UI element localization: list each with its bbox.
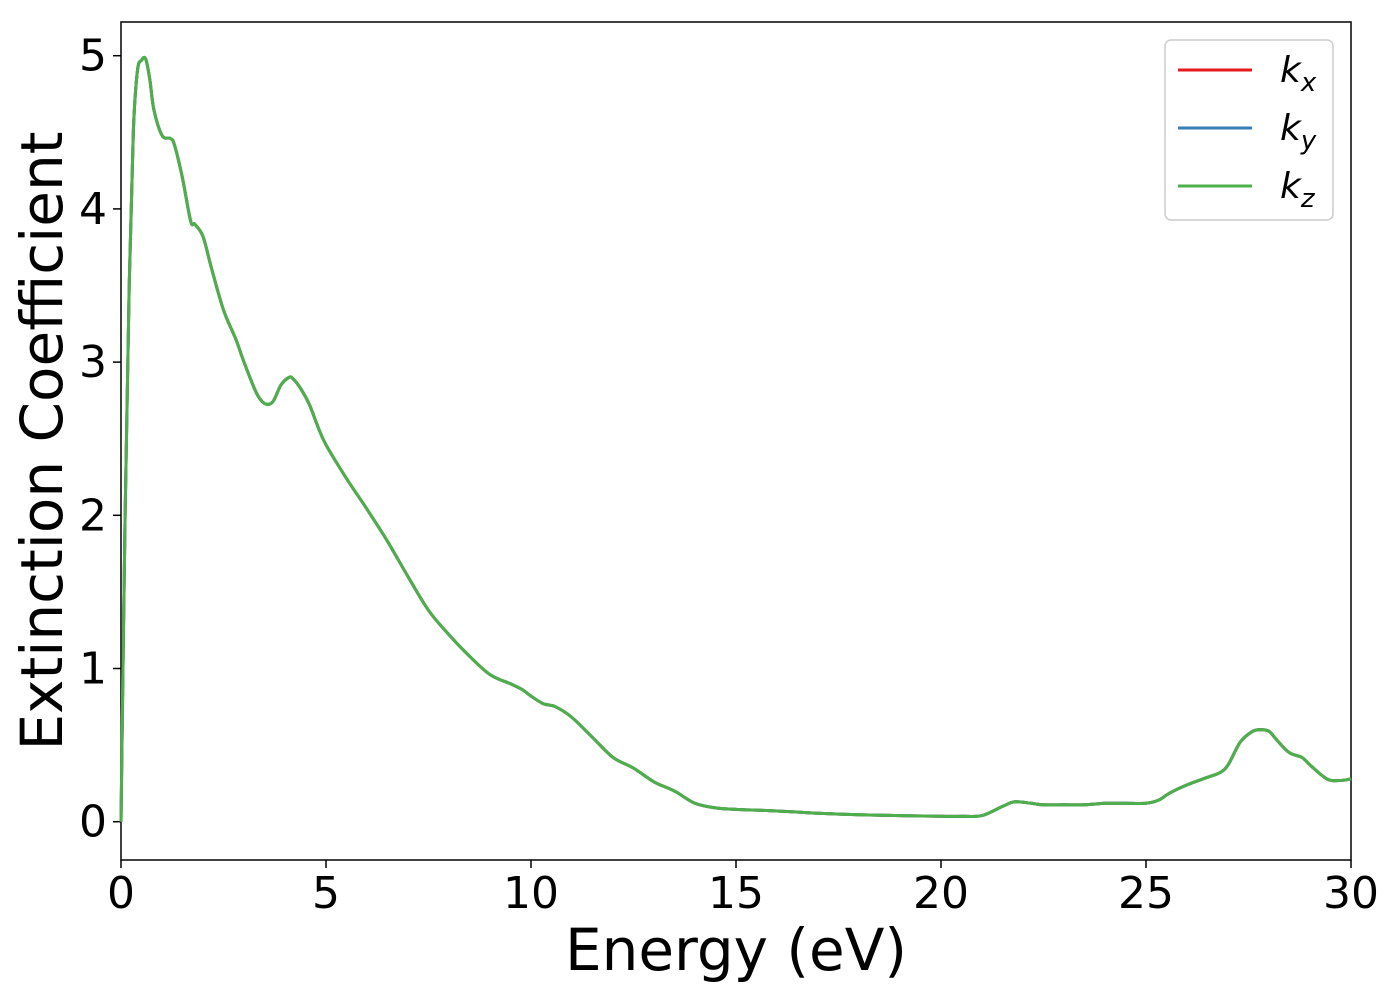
y-tick-label: 1 xyxy=(79,644,107,695)
x-tick-label: 30 xyxy=(1323,868,1379,919)
y-axis-label: Extinction Coefficient xyxy=(8,132,76,751)
series-line-k-z xyxy=(119,55,1352,822)
x-axis-label: Energy (eV) xyxy=(565,916,907,984)
y-tick-label: 3 xyxy=(79,337,107,388)
y-tick-label: 0 xyxy=(79,797,107,848)
legend: kx ky kz xyxy=(1164,39,1334,221)
legend-label-k-y: ky xyxy=(1280,108,1317,156)
legend-label-k-x: kx xyxy=(1280,50,1317,98)
y-tick-label: 4 xyxy=(79,184,107,235)
x-tick-label: 25 xyxy=(1118,868,1174,919)
x-ticks: 0 5 10 15 20 25 30 xyxy=(107,860,1379,919)
series-lines xyxy=(119,55,1352,822)
y-tick-label: 5 xyxy=(79,31,107,82)
legend-box xyxy=(1164,39,1334,221)
legend-label-k-z: kz xyxy=(1280,166,1316,214)
x-tick-label: 20 xyxy=(913,868,969,919)
x-tick-label: 5 xyxy=(312,868,340,919)
x-tick-label: 15 xyxy=(708,868,764,919)
x-tick-label: 10 xyxy=(503,868,559,919)
y-ticks: 0 1 2 3 4 5 xyxy=(79,31,121,848)
x-tick-label: 0 xyxy=(107,868,135,919)
y-tick-label: 2 xyxy=(79,490,107,541)
